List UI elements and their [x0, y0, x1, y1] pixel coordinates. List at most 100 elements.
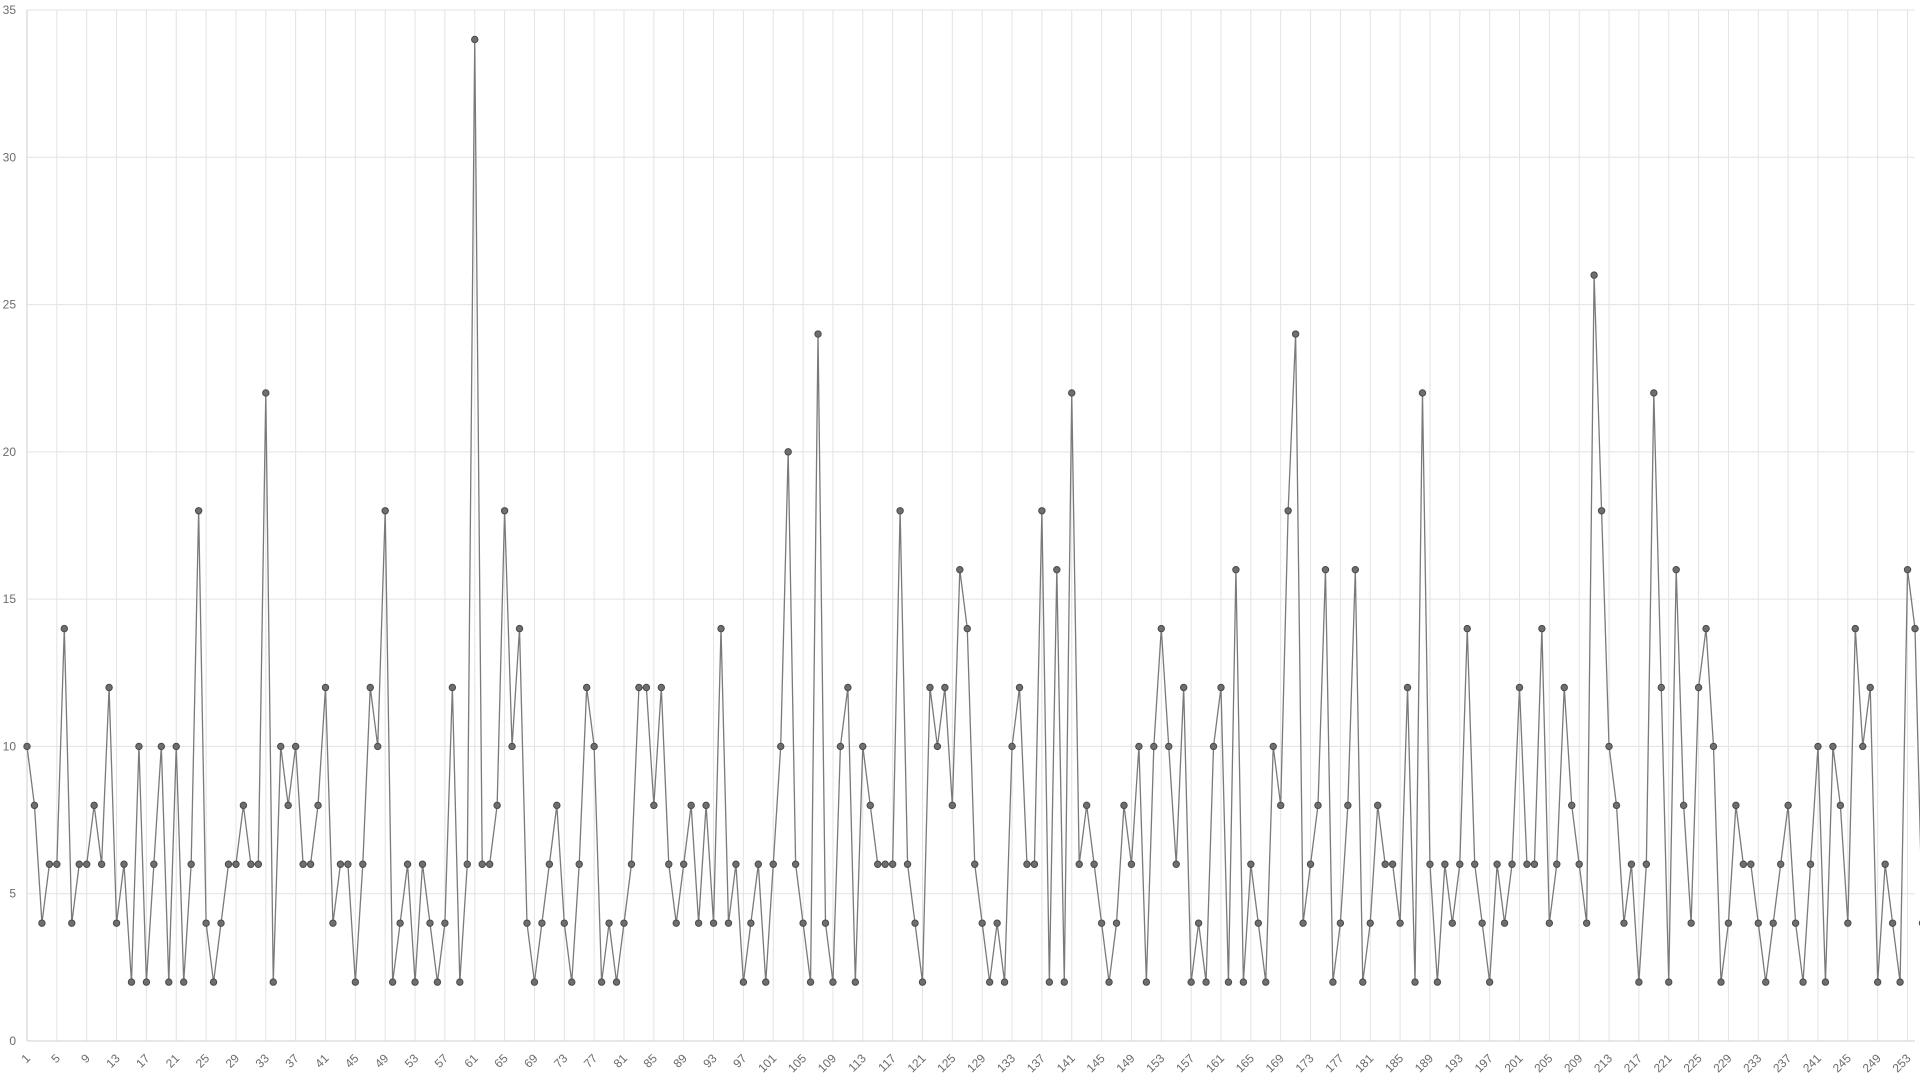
x-tick-label: 177: [1322, 1051, 1346, 1075]
data-point: [30, 801, 39, 810]
data-point: [963, 624, 971, 633]
data-point: [90, 801, 98, 810]
data-point: [478, 860, 486, 868]
data-point: [291, 742, 300, 751]
data-point: [120, 860, 128, 868]
data-point: [254, 860, 263, 868]
data-point: [329, 919, 337, 927]
data-point: [1881, 860, 1889, 868]
data-point: [702, 801, 710, 810]
data-point: [1194, 919, 1203, 927]
data-point: [717, 624, 725, 633]
data-point: [918, 978, 927, 986]
data-point: [1679, 801, 1688, 810]
x-tick-label: 137: [1024, 1051, 1048, 1075]
data-point: [38, 919, 46, 927]
data-point: [1239, 978, 1248, 986]
x-tick-label: 117: [875, 1051, 899, 1075]
data-point: [1635, 978, 1643, 986]
data-point: [971, 860, 979, 868]
data-point: [1627, 860, 1636, 868]
data-point: [1896, 978, 1904, 986]
data-point: [374, 742, 382, 751]
data-point: [224, 860, 233, 868]
data-point: [1754, 919, 1762, 927]
series-line-group: [26, 39, 1920, 983]
data-point: [1321, 565, 1330, 574]
data-point: [441, 919, 449, 927]
data-point: [1724, 919, 1733, 927]
axes: [26, 10, 1915, 1042]
x-tick-label: 45: [342, 1051, 362, 1071]
data-point: [321, 683, 330, 692]
data-point: [239, 801, 248, 810]
data-point: [1508, 860, 1516, 868]
data-point: [814, 330, 822, 338]
data-point: [545, 860, 554, 868]
data-point: [1187, 978, 1195, 986]
x-tick-label: 37: [282, 1051, 302, 1071]
data-point: [1381, 860, 1389, 868]
x-tick-label: 101: [755, 1051, 779, 1075]
data-point: [247, 860, 255, 868]
data-point: [1053, 565, 1061, 574]
x-tick-label: 149: [1114, 1051, 1138, 1075]
data-point: [1657, 683, 1665, 692]
data-point: [1829, 742, 1837, 751]
data-point: [590, 742, 598, 751]
data-point: [1030, 860, 1039, 868]
data-point: [411, 978, 419, 986]
series-line: [26, 39, 1920, 983]
x-tick-label: 225: [1681, 1051, 1705, 1075]
data-point: [911, 919, 919, 927]
data-point: [657, 683, 666, 692]
data-point: [1262, 978, 1270, 986]
x-tick-label: 49: [372, 1051, 392, 1071]
x-tick-label: 17: [133, 1051, 153, 1071]
data-point: [1441, 860, 1449, 868]
data-point: [381, 507, 389, 515]
data-point: [97, 860, 106, 868]
data-point: [1426, 860, 1434, 868]
data-point: [500, 507, 509, 515]
data-point: [1888, 919, 1897, 927]
data-point: [284, 801, 292, 810]
data-point: [1620, 919, 1628, 927]
data-point: [1642, 860, 1651, 868]
data-point: [866, 801, 874, 810]
data-point: [1605, 742, 1613, 751]
x-tick-label: 53: [402, 1051, 422, 1071]
data-point: [150, 860, 158, 868]
data-point: [1762, 978, 1770, 986]
x-tick-label: 33: [253, 1051, 273, 1071]
x-tick-label: 97: [730, 1051, 750, 1071]
data-point: [791, 860, 800, 868]
data-point: [314, 801, 322, 810]
data-point: [1650, 389, 1658, 397]
data-point: [388, 978, 397, 986]
data-point: [187, 860, 195, 868]
data-point: [493, 801, 501, 810]
x-tick-label: 153: [1143, 1051, 1167, 1075]
data-point: [1545, 919, 1554, 927]
data-point: [1873, 978, 1882, 986]
data-point: [747, 919, 755, 927]
data-point: [769, 860, 777, 868]
data-point: [1784, 801, 1792, 810]
data-point: [1538, 624, 1546, 633]
x-tick-label: 141: [1054, 1051, 1078, 1075]
data-point: [1665, 978, 1673, 986]
data-point: [269, 978, 277, 986]
data-point: [1359, 978, 1367, 986]
data-point: [135, 742, 143, 751]
data-point: [709, 919, 718, 927]
data-point: [1418, 389, 1427, 397]
data-point: [560, 919, 568, 927]
x-tick-label: 121: [905, 1051, 929, 1075]
data-point: [680, 860, 688, 868]
x-tick-label: 57: [432, 1051, 452, 1071]
data-point: [739, 978, 748, 986]
x-tick-label: 185: [1382, 1051, 1406, 1075]
data-point: [336, 860, 345, 868]
x-tick-label: 169: [1263, 1051, 1287, 1075]
